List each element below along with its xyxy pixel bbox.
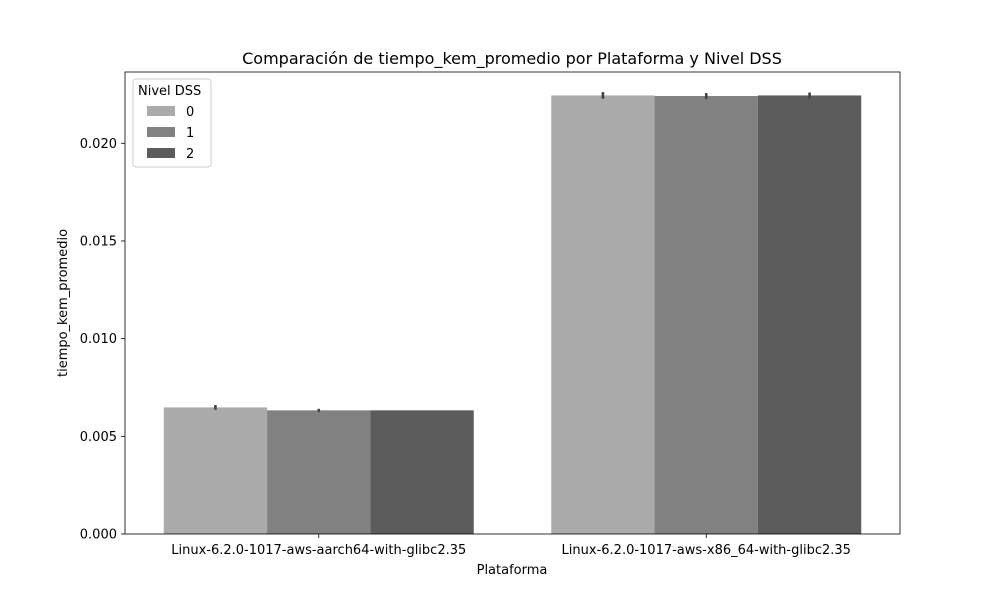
legend: Nivel DSS 0 1 2 — [132, 78, 212, 168]
y-tick-label: 0.015 — [80, 234, 117, 249]
legend-label-1: 1 — [186, 126, 194, 141]
chart-title: Comparación de tiempo_kem_promedio por P… — [242, 49, 782, 69]
legend-box — [132, 78, 212, 168]
legend-swatch-0 — [147, 106, 175, 116]
legend-label-2: 2 — [186, 147, 194, 162]
x-axis-label: Plataforma — [477, 563, 548, 578]
x-tick-label: Linux-6.2.0-1017-aws-aarch64-with-glibc2… — [171, 543, 466, 558]
bar-1-1 — [654, 96, 758, 534]
legend-swatch-2 — [147, 148, 175, 158]
legend-swatch-1 — [147, 127, 175, 137]
bar-1-2 — [757, 95, 862, 534]
y-tick-label: 0.020 — [80, 137, 117, 152]
axes-frame — [124, 71, 901, 535]
y-tick-label: 0.000 — [80, 528, 117, 543]
y-tick-label: 0.010 — [80, 332, 117, 347]
bar-0-0 — [163, 407, 268, 534]
legend-title: Nivel DSS — [138, 84, 201, 99]
bar-1-0 — [551, 95, 655, 534]
bar-0-2 — [370, 410, 474, 534]
y-axis-label: tiempo_kem_promedio — [56, 229, 71, 377]
plot-area: 0.000 0.005 0.010 0.015 0.020 Linux-6.2.0-101… — [80, 71, 901, 558]
y-tick-label: 0.005 — [80, 430, 117, 445]
x-tick-label: Linux-6.2.0-1017-aws-x86_64-with-glibc2.… — [562, 543, 851, 558]
bar-0-1 — [267, 410, 371, 534]
legend-label-0: 0 — [186, 105, 194, 120]
